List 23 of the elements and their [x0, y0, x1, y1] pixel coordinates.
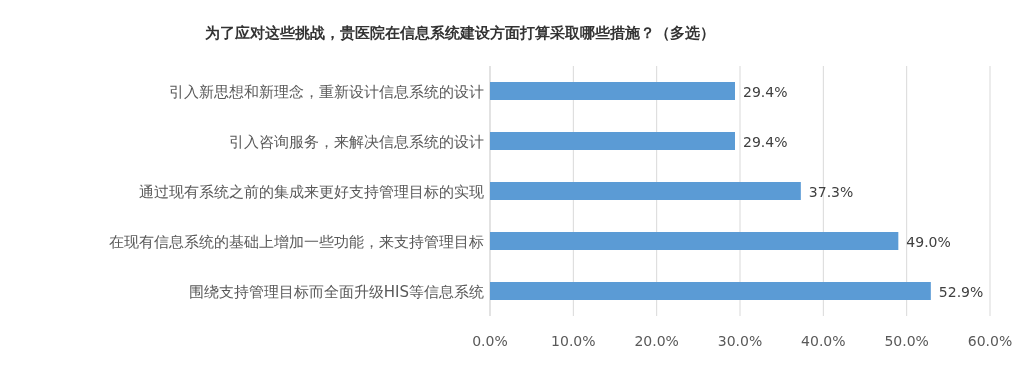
- data-label: 52.9%: [938, 284, 984, 300]
- x-tick-label: 30.0%: [717, 333, 763, 349]
- data-label: 29.4%: [743, 134, 788, 150]
- x-tick-label: 0.0%: [472, 333, 508, 349]
- x-tick-label: 60.0%: [967, 333, 1013, 349]
- x-tick-label: 10.0%: [551, 333, 596, 349]
- data-label: 49.0%: [906, 234, 951, 250]
- data-label: 37.3%: [808, 184, 854, 200]
- x-tick-label: 40.0%: [801, 333, 846, 349]
- x-tick-label: 50.0%: [884, 333, 929, 349]
- bar: [490, 282, 931, 300]
- y-tick-label: 在现有信息系统的基础上增加一些功能，来支持管理目标: [109, 233, 484, 251]
- data-label: 29.4%: [743, 84, 788, 100]
- bar: [490, 232, 899, 250]
- bar: [490, 132, 735, 150]
- bar: [490, 82, 735, 100]
- y-tick-label: 通过现有系统之前的集成来更好支持管理目标的实现: [139, 183, 484, 201]
- x-tick-label: 20.0%: [634, 333, 679, 349]
- y-tick-label: 围绕支持管理目标而全面升级HIS等信息系统: [188, 283, 484, 301]
- y-tick-label: 引入新思想和新理念，重新设计信息系统的设计: [169, 83, 484, 101]
- bar: [490, 182, 801, 200]
- chart-title: 为了应对这些挑战，贵医院在信息系统建设方面打算采取哪些措施？（多选）: [205, 24, 715, 42]
- y-tick-label: 引入咨询服务，来解决信息系统的设计: [229, 133, 484, 151]
